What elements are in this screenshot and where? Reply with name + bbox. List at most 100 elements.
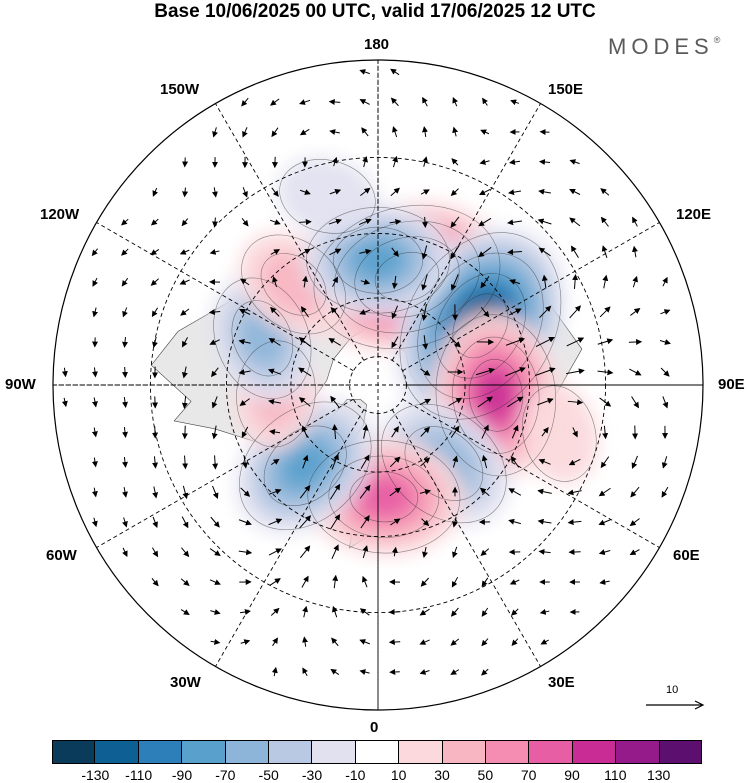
wind-arrow-icon <box>212 127 218 138</box>
wind-arrow-icon <box>238 549 253 556</box>
wind-arrow-icon <box>601 245 608 258</box>
wind-arrow-icon <box>179 249 190 255</box>
wind-arrow-icon <box>450 274 459 291</box>
wind-arrow-icon <box>212 455 219 470</box>
wind-arrow-icon <box>599 579 610 585</box>
vector-reference-arrow-icon <box>646 700 705 710</box>
wind-arrow-icon <box>508 518 521 525</box>
wind-arrow-icon <box>631 455 638 469</box>
colorbar-swatch <box>225 740 270 764</box>
wind-arrow-icon <box>482 97 488 106</box>
wind-arrow-icon <box>599 306 611 318</box>
wind-arrow-icon <box>600 216 609 227</box>
wind-arrow-icon <box>420 426 430 437</box>
colorbar-tick-label: 110 <box>604 767 627 783</box>
wind-arrow-icon <box>122 487 128 498</box>
wind-arrow-icon <box>359 99 370 105</box>
wind-arrow-icon <box>301 425 308 438</box>
contour-line <box>263 425 347 507</box>
contour-line <box>213 277 312 399</box>
wind-arrow-icon <box>91 517 98 528</box>
wind-arrow-icon <box>450 669 460 675</box>
colorbar-tick-label: 30 <box>434 767 450 783</box>
wind-arrow-icon <box>566 337 585 347</box>
wind-arrow-icon <box>122 337 128 348</box>
contour-line <box>452 293 509 359</box>
wind-arrow-icon <box>329 129 340 135</box>
wind-arrow-icon <box>660 309 671 315</box>
wind-arrow-icon <box>422 96 428 107</box>
wind-arrow-icon <box>212 217 219 228</box>
wind-arrow-icon <box>478 217 492 227</box>
wind-arrow-icon <box>450 188 459 197</box>
wind-arrow-icon <box>481 424 489 439</box>
wind-arrow-icon <box>209 579 221 585</box>
wind-arrow-icon <box>450 216 460 228</box>
wind-arrow-icon <box>419 639 430 645</box>
wind-arrow-icon <box>391 336 399 349</box>
wind-arrow-icon <box>630 486 640 498</box>
wind-arrow-icon <box>449 336 461 348</box>
wind-arrow-icon <box>422 216 428 229</box>
wind-arrow-icon <box>271 187 279 197</box>
wind-arrow-icon <box>241 97 249 107</box>
colorbar-tick-label: -10 <box>345 767 366 783</box>
wind-arrow-icon <box>448 397 463 407</box>
wind-arrow-icon <box>298 337 311 347</box>
wind-arrow-icon <box>508 189 522 196</box>
wind-arrow-icon <box>181 396 188 409</box>
wind-arrow-icon <box>632 216 638 227</box>
colorbar-swatch <box>312 740 356 764</box>
wind-arrow-icon <box>452 126 459 137</box>
wind-arrow-icon <box>419 669 430 675</box>
wind-arrow-icon <box>480 276 490 289</box>
wind-arrow-icon <box>660 367 670 377</box>
wind-arrow-icon <box>538 458 551 465</box>
wind-arrow-icon <box>541 427 549 437</box>
wind-arrow-icon <box>362 156 368 168</box>
wind-arrow-icon <box>422 156 428 167</box>
contour-line <box>522 385 597 482</box>
lon-label-60w: 60W <box>46 547 77 564</box>
contour-line <box>434 273 526 379</box>
wind-arrow-icon <box>567 399 584 406</box>
meridian-line <box>402 398 660 548</box>
wind-arrow-icon <box>269 578 281 586</box>
wind-arrow-icon <box>121 218 129 226</box>
wind-arrow-icon <box>302 605 308 618</box>
wind-arrow-icon <box>509 159 521 165</box>
wind-arrow-icon <box>299 545 311 559</box>
contour-line <box>231 300 294 377</box>
colorbar-swatch <box>269 740 313 764</box>
anomaly-blob <box>281 442 330 490</box>
wind-arrow-icon <box>300 306 309 318</box>
wind-arrow-icon <box>181 516 189 529</box>
wind-arrow-icon <box>268 518 283 526</box>
colorbar-tick-label: 90 <box>564 767 580 783</box>
contour-line <box>381 403 507 524</box>
anomaly-blob <box>520 383 599 484</box>
colorbar-swatch <box>355 740 400 764</box>
wind-arrow-icon <box>152 456 159 469</box>
wind-arrow-icon <box>422 546 428 558</box>
colorbar-tick-label: 10 <box>390 767 407 783</box>
wind-arrow-icon <box>568 458 581 466</box>
wind-arrow-icon <box>182 455 189 470</box>
wind-arrow-icon <box>361 127 369 137</box>
wind-arrow-icon <box>389 456 401 468</box>
wind-arrow-icon <box>151 578 159 587</box>
wind-arrow-icon <box>661 486 669 498</box>
wind-arrow-icon <box>299 248 311 256</box>
lon-label-150e: 150E <box>548 81 584 98</box>
lon-label-90e: 90E <box>718 376 745 393</box>
colorbar-swatch <box>399 740 443 764</box>
meridian-line <box>215 103 365 361</box>
wind-arrow-icon <box>391 546 398 557</box>
parallel-circle <box>349 356 407 414</box>
colorbar-swatch <box>486 740 530 764</box>
wind-arrow-icon <box>181 337 189 348</box>
wind-arrow-icon <box>422 126 428 137</box>
colorbar-swatch <box>572 740 617 764</box>
colorbar-tick-label: -30 <box>301 767 323 783</box>
